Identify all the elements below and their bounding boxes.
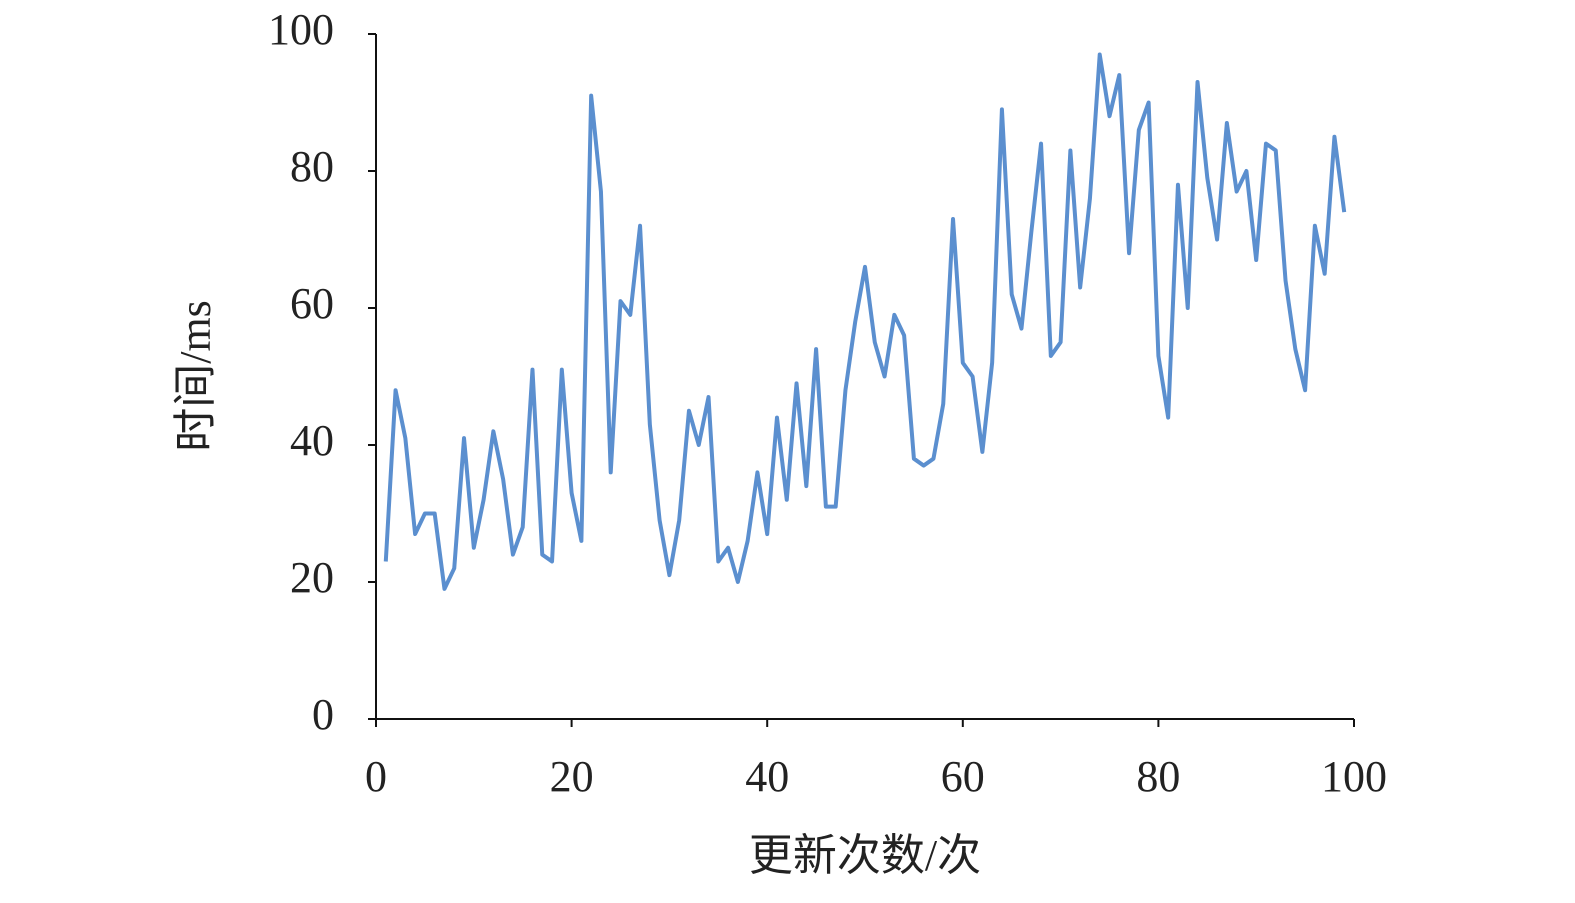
data-line (383, 52, 1347, 591)
y-tick-label: 60 (290, 279, 334, 328)
y-tick-label: 0 (312, 690, 334, 739)
y-axis-label: 时间/ms (171, 300, 220, 452)
x-tick-label: 20 (550, 752, 594, 801)
x-tick-label: 0 (365, 752, 387, 801)
x-tick-label: 80 (1136, 752, 1180, 801)
x-tick-label: 60 (941, 752, 985, 801)
x-tick-label: 100 (1321, 752, 1387, 801)
x-axis-label: 更新次数/次 (749, 831, 981, 880)
y-tick-label: 100 (268, 5, 334, 54)
x-tick-label: 40 (745, 752, 789, 801)
y-tick-label: 20 (290, 553, 334, 602)
y-tick-label: 80 (290, 142, 334, 191)
y-tick-label: 40 (290, 416, 334, 465)
